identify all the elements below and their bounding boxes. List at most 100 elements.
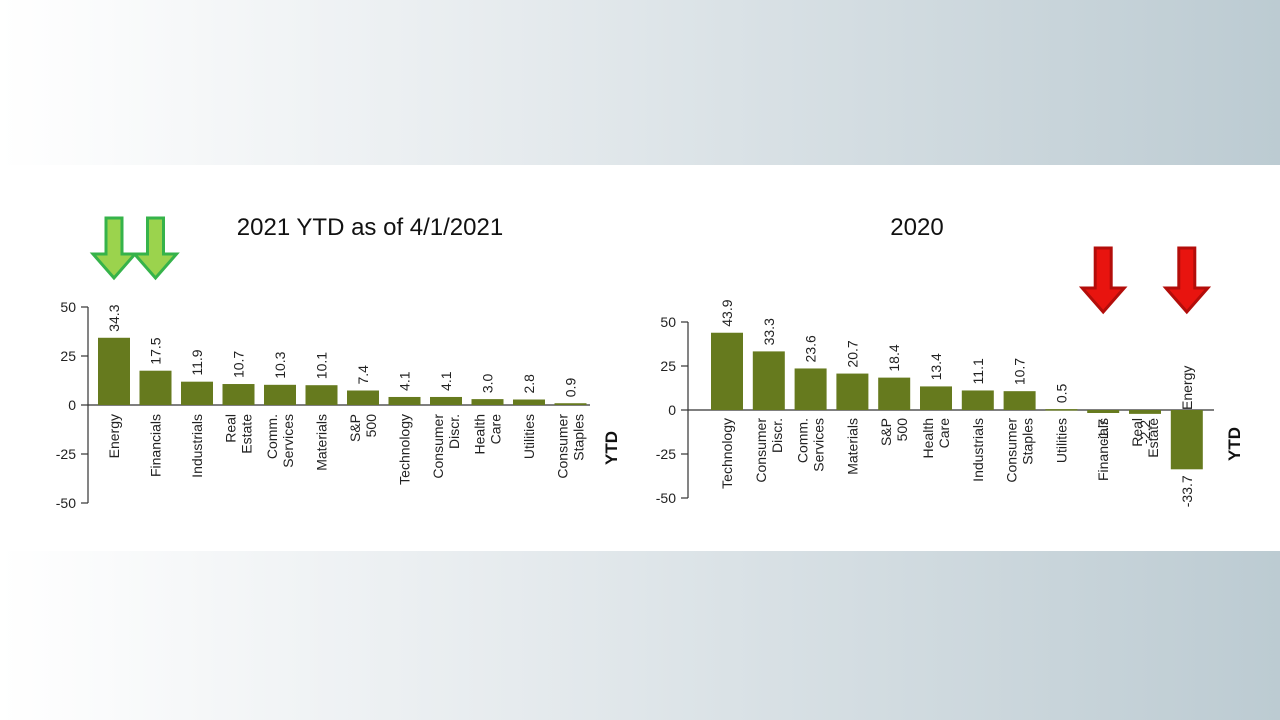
- y-tick-label: 25: [60, 348, 76, 364]
- bar: [836, 373, 869, 410]
- value-label: 10.1: [314, 352, 330, 379]
- bar: [794, 368, 827, 410]
- category-label: Estate: [1145, 418, 1161, 458]
- category-label: Utilities: [521, 414, 537, 459]
- value-label: -1.7: [1095, 419, 1111, 443]
- bar: [222, 384, 255, 405]
- category-label: S&P: [878, 418, 894, 446]
- category-label: Energy: [106, 414, 122, 458]
- category-label: Industrials: [970, 418, 986, 482]
- bar: [430, 396, 462, 405]
- category-label: Consumer: [555, 414, 571, 479]
- value-label: 23.6: [803, 335, 819, 362]
- category-label: Consumer: [1004, 418, 1020, 483]
- y-tick-label: -25: [656, 446, 676, 462]
- category-label: 500: [363, 414, 379, 438]
- bar: [554, 403, 587, 405]
- bar: [264, 384, 296, 405]
- y-tick-label: 0: [668, 402, 676, 418]
- bar: [1129, 410, 1161, 414]
- y-tick-label: 25: [660, 358, 676, 374]
- category-label: Services: [811, 418, 827, 472]
- value-label: 13.4: [928, 353, 944, 380]
- category-label: Technology: [397, 414, 413, 485]
- bar: [752, 351, 785, 410]
- category-label: Financials: [148, 414, 164, 477]
- chart-2021: 50 25 0 -25 -50 34.3 Energy 17.5 Financials 11.9 I…: [56, 216, 621, 511]
- bar: [181, 381, 213, 405]
- bar: [711, 332, 743, 410]
- value-label: 18.4: [886, 344, 902, 371]
- bar: [471, 399, 504, 405]
- bar: [139, 370, 172, 405]
- category-label: 500: [894, 418, 910, 442]
- category-label: Materials: [314, 414, 330, 471]
- category-label: Financials: [1095, 418, 1111, 481]
- value-label: -33.7: [1179, 475, 1195, 507]
- category-label: Staples: [571, 414, 587, 461]
- category-label: Care: [936, 418, 952, 449]
- value-label: 20.7: [844, 340, 860, 367]
- value-label: 3.0: [480, 373, 496, 393]
- bar: [513, 399, 545, 405]
- value-label: 34.3: [106, 304, 122, 331]
- category-label: Energy: [1179, 366, 1195, 410]
- value-label: 10.7: [1012, 358, 1028, 385]
- bar: [920, 386, 952, 410]
- category-label: Materials: [844, 418, 860, 475]
- value-label: 4.1: [397, 371, 413, 391]
- category-label: Estate: [239, 414, 255, 454]
- value-label: 0.9: [563, 378, 579, 398]
- value-label: 4.1: [438, 371, 454, 391]
- value-label: -2.2: [1137, 420, 1153, 444]
- arrow-down-icon: [89, 216, 139, 281]
- value-label: 10.3: [272, 351, 288, 378]
- y-tick-label: 50: [660, 314, 676, 330]
- category-label: Industrials: [189, 414, 205, 478]
- chart-panel: [0, 165, 1280, 551]
- arrow-down-icon: [1078, 246, 1128, 315]
- y-tick-label: 0: [68, 397, 76, 413]
- y-tick-label: -25: [56, 446, 76, 462]
- value-label: 10.7: [231, 351, 247, 378]
- category-label: Staples: [1020, 418, 1036, 465]
- bar: [1170, 410, 1203, 470]
- category-label: Discr.: [769, 418, 785, 453]
- category-label: Real: [223, 414, 239, 443]
- ytd-axis-label: YTD: [602, 431, 621, 465]
- ytd-axis-label: YTD: [1225, 427, 1244, 461]
- category-label: Technology: [719, 418, 735, 489]
- value-label: 2.8: [521, 374, 537, 394]
- category-label: Utilities: [1053, 418, 1069, 463]
- value-label: 33.3: [761, 318, 777, 345]
- value-label: 11.9: [189, 349, 205, 375]
- value-label: 7.4: [355, 365, 371, 385]
- category-label: S&P: [347, 414, 363, 442]
- category-label: Comm.: [264, 414, 280, 459]
- arrow-down-icon: [131, 216, 180, 281]
- chart-title-2020: 2020: [890, 214, 943, 241]
- bar: [1003, 391, 1036, 410]
- chart-title-2021: 2021 YTD as of 4/1/2021: [237, 214, 503, 241]
- category-label: Care: [488, 414, 504, 445]
- bar: [98, 337, 130, 405]
- category-label: Health: [472, 414, 488, 454]
- category-label: Services: [280, 414, 296, 468]
- bar: [347, 390, 379, 405]
- category-label: Consumer: [430, 414, 446, 479]
- bar: [1087, 410, 1120, 413]
- value-label: 17.5: [148, 337, 164, 364]
- category-label: Real: [1129, 418, 1145, 447]
- bar: [388, 396, 421, 405]
- category-label: Comm.: [795, 418, 811, 463]
- value-label: 11.1: [970, 358, 986, 384]
- arrow-down-icon: [1162, 246, 1212, 315]
- category-label: Health: [920, 418, 936, 458]
- value-label: 0.5: [1053, 383, 1069, 403]
- bar: [961, 390, 994, 410]
- category-label: Discr.: [446, 414, 462, 449]
- y-tick-label: -50: [56, 495, 76, 511]
- value-label: 43.9: [719, 299, 735, 326]
